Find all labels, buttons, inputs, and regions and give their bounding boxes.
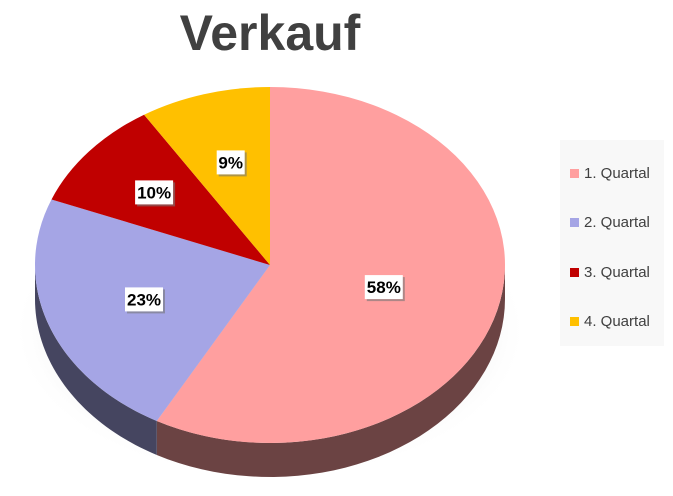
legend-swatch-4 [570,317,579,326]
legend-item-4: 4. Quartal [570,312,650,332]
legend-item-2: 2. Quartal [570,213,650,233]
pie-side-1 [156,265,506,477]
legend-label-1: 1. Quartal [584,164,650,182]
data-label-1: 58% [364,275,405,302]
data-label-text-3: 10% [137,183,171,202]
chart-title: Verkauf [179,5,361,61]
pie-slice-1 [156,87,506,444]
pie-labels: 58% 23% 10% 9% [125,150,405,314]
data-label-text-2: 23% [127,290,161,309]
data-label-text-1: 58% [367,278,401,297]
data-label-text-4: 9% [218,153,243,172]
legend-swatch-3 [570,267,579,277]
data-label-4: 9% [216,150,247,177]
legend-label-4: 4. Quartal [584,313,650,330]
legend-item-1: 1. Quartal [570,163,650,183]
data-label-3: 10% [135,180,176,207]
pie-slice-4 [144,87,270,265]
pie-side-2 [35,265,157,455]
legend-swatch-1 [570,168,579,178]
legend-item-3: 3. Quartal [570,262,650,282]
pie-sides [35,265,506,477]
legend: 1. Quartal 2. Quartal 3. Quartal 4. Quartal [560,140,664,346]
legend-label-3: 3. Quartal [584,263,650,281]
legend-label-2: 2. Quartal [584,214,650,231]
legend-swatch-2 [570,218,579,227]
data-label-2: 23% [125,287,165,314]
pie-top [34,87,506,444]
